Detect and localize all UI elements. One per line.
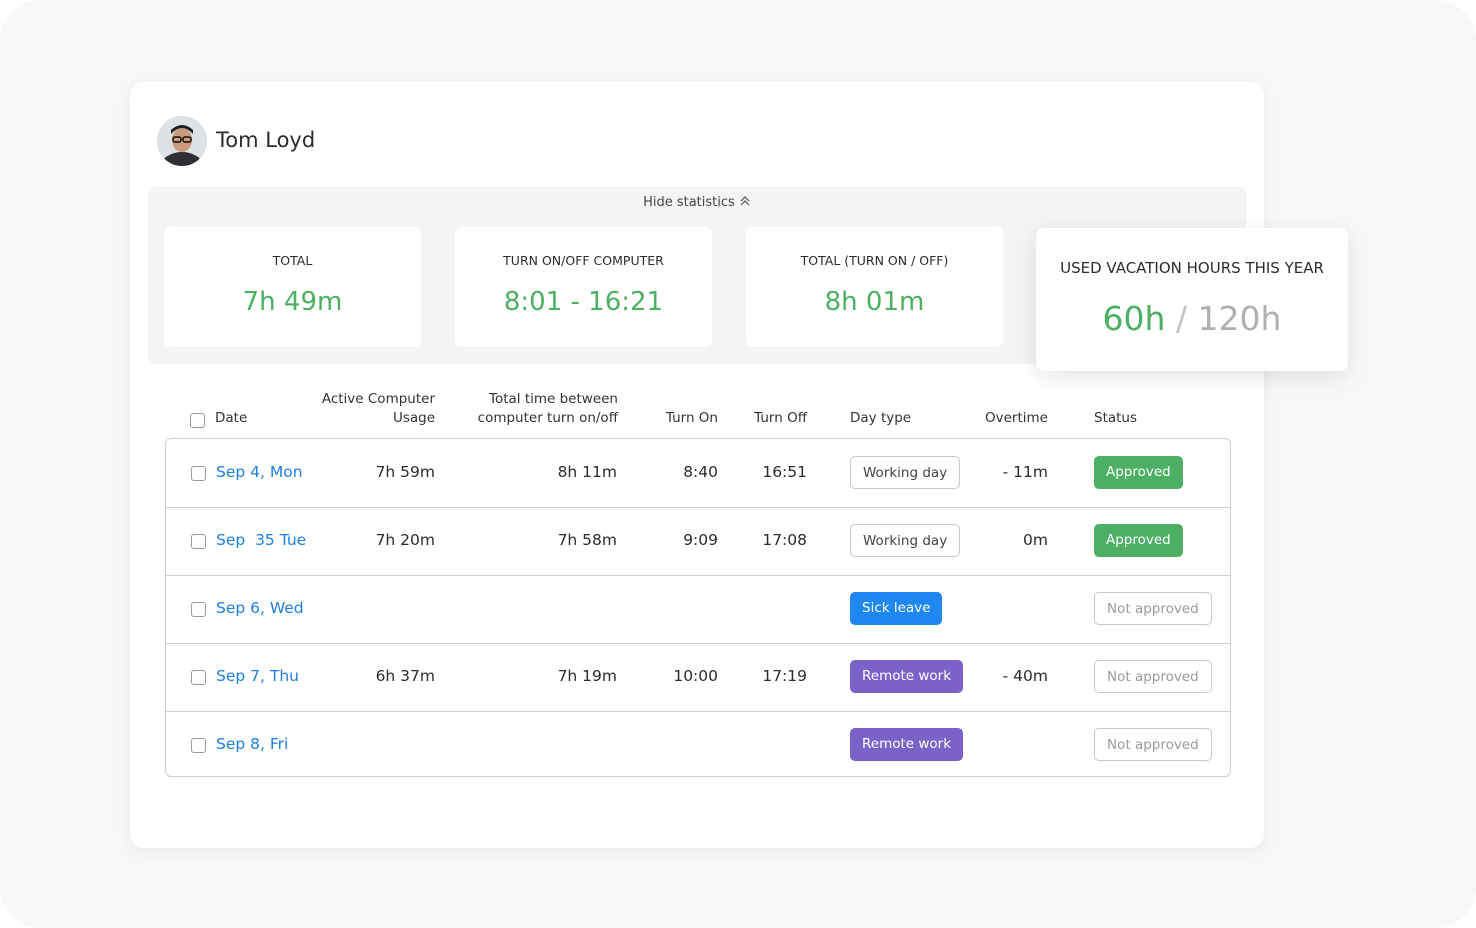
- stat-label: TURN ON/OFF COMPUTER: [503, 253, 664, 268]
- status-badge: Not approved: [1094, 728, 1212, 761]
- row-divider: [166, 711, 1230, 712]
- status-badge: Not approved: [1094, 592, 1212, 625]
- row-date[interactable]: Sep 8, Fri: [216, 735, 289, 753]
- stat-value: 7h 49m: [242, 287, 343, 317]
- vacation-total: 120h: [1197, 299, 1282, 338]
- row-checkbox[interactable]: [191, 602, 206, 617]
- toggle-label[interactable]: Hide statistics: [643, 195, 735, 210]
- stat-card: TOTAL (TURN ON / OFF) 8h 01m: [746, 227, 1003, 347]
- row-divider: [166, 575, 1230, 576]
- cell-on: 10:00: [673, 667, 718, 685]
- vacation-separator: /: [1175, 299, 1188, 338]
- vacation-label: USED VACATION HOURS THIS YEAR: [1060, 259, 1324, 277]
- table-body: [165, 438, 1231, 777]
- row-date[interactable]: Sep 6, Wed: [216, 599, 304, 617]
- row-date[interactable]: Sep 35 Tue: [216, 531, 307, 549]
- cell-overtime: - 40m: [1002, 667, 1048, 685]
- day-type-badge: Remote work: [850, 728, 964, 761]
- column-header: Overtime: [985, 410, 1048, 426]
- cell-total: 7h 19m: [557, 667, 617, 685]
- stat-value: 8:01 - 16:21: [503, 287, 664, 317]
- day-type-badge: Working day: [850, 456, 961, 489]
- cell-active: 7h 59m: [375, 463, 435, 481]
- stat-card: TURN ON/OFF COMPUTER 8:01 - 16:21: [455, 227, 712, 347]
- column-header: Total time between computer turn on/off: [477, 391, 618, 426]
- column-header: Day type: [850, 410, 912, 426]
- stat-value: 8h 01m: [824, 287, 925, 317]
- day-type-badge: Working day: [850, 524, 961, 557]
- row-date[interactable]: Sep 4, Mon: [216, 463, 303, 481]
- vacation-used: 60h: [1102, 299, 1166, 338]
- day-type-badge: Sick leave: [850, 592, 943, 625]
- cell-on: 9:09: [683, 531, 718, 549]
- cell-active: 7h 20m: [375, 531, 435, 549]
- row-checkbox[interactable]: [191, 466, 206, 481]
- column-header: Turn Off: [754, 410, 807, 426]
- select-all-checkbox[interactable]: [190, 413, 205, 428]
- row-date[interactable]: Sep 7, Thu: [216, 667, 299, 685]
- cell-total: 8h 11m: [557, 463, 617, 481]
- row-checkbox[interactable]: [191, 738, 206, 753]
- row-checkbox[interactable]: [191, 670, 206, 685]
- avatar: [157, 116, 207, 166]
- row-divider: [166, 507, 1230, 508]
- stat-card: TOTAL 7h 49m: [164, 227, 421, 347]
- column-header: Active Computer Usage: [321, 391, 435, 426]
- vacation-card: USED VACATION HOURS THIS YEAR 60h / 120h: [1036, 228, 1348, 371]
- column-header: Status: [1094, 410, 1138, 426]
- chevron-icon: [740, 196, 750, 206]
- hide-statistics[interactable]: Hide statistics: [148, 195, 1246, 210]
- user-name: Tom Loyd: [216, 128, 316, 152]
- status-badge: Not approved: [1094, 660, 1212, 693]
- cell-total: 7h 58m: [557, 531, 617, 549]
- row-checkbox[interactable]: [191, 534, 206, 549]
- column-header: Date: [215, 410, 248, 426]
- cell-off: 17:19: [762, 667, 807, 685]
- stat-label: TOTAL (TURN ON / OFF): [800, 253, 949, 268]
- cell-overtime: 0m: [1023, 531, 1048, 549]
- cell-on: 8:40: [683, 463, 718, 481]
- day-type-badge: Remote work: [850, 660, 964, 693]
- cell-overtime: - 11m: [1002, 463, 1048, 481]
- cell-active: 6h 37m: [375, 667, 435, 685]
- cell-off: 17:08: [762, 531, 807, 549]
- stat-label: TOTAL: [272, 253, 313, 268]
- cell-off: 16:51: [762, 463, 807, 481]
- row-divider: [166, 643, 1230, 644]
- vacation-value: 60h / 120h: [1036, 299, 1348, 338]
- status-badge: Approved: [1094, 524, 1183, 557]
- status-badge: Approved: [1094, 456, 1183, 489]
- column-header: Turn On: [665, 410, 718, 426]
